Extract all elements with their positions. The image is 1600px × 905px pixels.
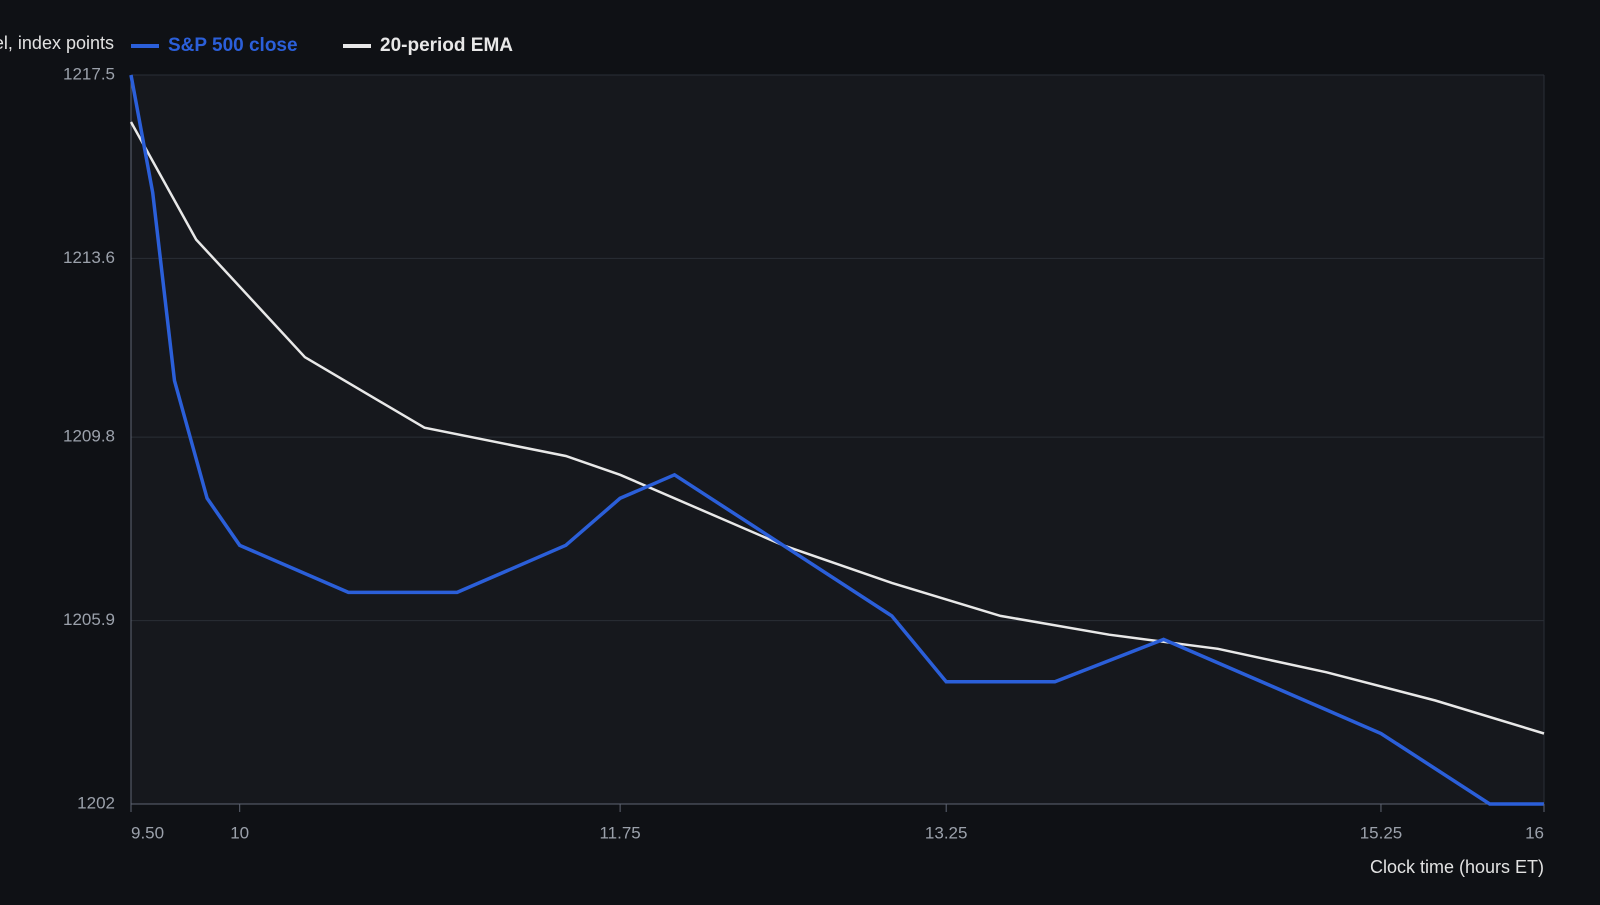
x-tick-label: 11.75 (599, 823, 640, 842)
y-tick-label: 1213.6 (63, 248, 115, 267)
x-tick-label: 16 (1525, 823, 1544, 842)
series-lines (129, 74, 1545, 806)
legend-label-ema: 20-period EMA (380, 35, 513, 56)
legend: S&P 500 close 20-period EMA (131, 35, 513, 56)
y-tick-label: 1205.9 (63, 610, 115, 629)
x-axis-label: Clock time (hours ET) (1370, 857, 1544, 877)
y-axis-label: Level, index points (0, 33, 114, 53)
plot-background (131, 75, 1544, 804)
y-tick-label: 1202 (77, 793, 115, 812)
legend-item-ema[interactable]: 20-period EMA (343, 35, 513, 56)
axes (130, 75, 1544, 805)
legend-label-sp500: S&P 500 close (168, 35, 298, 56)
x-tick-label: 15.25 (1360, 823, 1403, 842)
x-tick-label: 9.50 (131, 823, 164, 842)
y-tick-label: 1217.5 (63, 64, 115, 83)
series-line-sp500-close (129, 74, 1544, 806)
x-tick-label: 10 (230, 823, 249, 842)
series-line-ema (129, 121, 1545, 735)
legend-item-sp500[interactable]: S&P 500 close (131, 35, 298, 56)
grid-lines (131, 74, 1545, 804)
x-tick-label: 13.25 (925, 823, 968, 842)
y-tick-label: 1209.8 (63, 427, 115, 446)
tick-labels: 1202 1205.9 1209.8 1213.6 1217.5 9.50 10 11.75 1… (63, 64, 1545, 842)
